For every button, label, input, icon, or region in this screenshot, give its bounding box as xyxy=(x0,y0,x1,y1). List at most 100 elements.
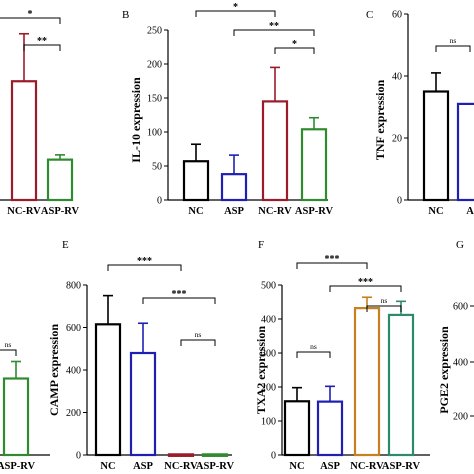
y-tick-label: 600 xyxy=(453,302,468,313)
panel-a: *** NC-RV ASP-RV xyxy=(0,9,79,217)
significance-bracket xyxy=(107,264,182,271)
panel-g: G PGE2 expression 200 400 600 xyxy=(437,239,474,423)
bar xyxy=(261,100,289,202)
bar xyxy=(220,173,248,202)
x-tick-label: NC xyxy=(428,206,443,217)
bar xyxy=(201,453,229,457)
y-tick-label: 50 xyxy=(152,162,162,173)
significance-label: ns xyxy=(310,342,317,351)
panel-e-bars xyxy=(94,294,229,457)
bar xyxy=(316,400,344,457)
significance-label: *** xyxy=(137,256,152,267)
panel-d: ns ASP-RV xyxy=(0,340,50,472)
x-tick-label: ASP-RV xyxy=(196,461,235,472)
y-tick-label: 100 xyxy=(261,417,276,428)
y-tick-label: 200 xyxy=(147,60,162,71)
panel-e-y-ticks: 0 200 400 600 800 xyxy=(66,281,87,462)
y-tick-label: 300 xyxy=(261,349,276,360)
y-tick-label: 500 xyxy=(261,281,276,292)
y-tick-label: 400 xyxy=(453,358,468,369)
y-axis-label: IL-10 expression xyxy=(129,77,143,163)
bar xyxy=(129,351,157,457)
y-tick-label: 200 xyxy=(261,383,276,394)
panel-d-bars xyxy=(2,360,30,457)
x-tick-label: A xyxy=(466,206,474,217)
panel-label: C xyxy=(366,9,373,21)
significance-bracket xyxy=(329,285,402,292)
significance-bracket xyxy=(366,305,402,312)
y-tick-label: 400 xyxy=(66,366,81,377)
panel-f-bars xyxy=(283,296,415,457)
y-tick-label: 200 xyxy=(453,412,468,423)
panel-b-y-ticks: 0 50 100 150 200 250 xyxy=(147,26,168,207)
y-tick-label: 60 xyxy=(392,10,402,21)
y-tick-label: 100 xyxy=(147,128,162,139)
significance-label: ns xyxy=(381,296,388,305)
panel-e: E CAMP expression 0 200 400 600 800 *** *** ns… xyxy=(47,239,234,472)
significance-label: ** xyxy=(269,21,279,32)
y-tick-label: 40 xyxy=(392,72,402,83)
panel-label: G xyxy=(456,239,464,251)
significance-label: * xyxy=(28,9,33,20)
y-tick-label: 20 xyxy=(392,134,402,145)
y-tick-label: 150 xyxy=(147,94,162,105)
significance-bracket xyxy=(435,45,471,52)
y-tick-label: 200 xyxy=(66,408,81,419)
bar xyxy=(283,400,311,457)
x-tick-label: ASP xyxy=(224,206,244,217)
bar xyxy=(182,160,210,202)
panel-f-y-ticks: 0 100 200 300 400 500 xyxy=(261,281,282,462)
x-tick-label: ASP-RV xyxy=(41,206,80,217)
panel-g-y-ticks: 200 400 600 xyxy=(453,302,474,423)
y-tick-label: 400 xyxy=(261,315,276,326)
y-tick-label: 800 xyxy=(66,281,81,292)
significance-label: * xyxy=(233,2,238,13)
x-tick-label: NC xyxy=(188,206,203,217)
bar xyxy=(387,313,415,457)
y-tick-label: 0 xyxy=(157,196,162,207)
x-tick-label: ASP xyxy=(133,461,153,472)
panel-label: B xyxy=(122,9,129,21)
x-tick-label: NC xyxy=(100,461,115,472)
x-tick-label: NC-RV xyxy=(258,206,292,217)
bar xyxy=(422,90,450,202)
x-tick-label: ASP xyxy=(320,461,340,472)
panel-c-y-ticks: 0 20 40 60 xyxy=(392,10,408,207)
y-axis-label: CAMP expression xyxy=(47,324,61,416)
bar xyxy=(353,307,381,457)
y-tick-label: 0 xyxy=(271,451,276,462)
significance-label: ns xyxy=(450,36,457,45)
bar xyxy=(46,158,74,202)
significance-bracket xyxy=(195,10,276,17)
panel-e-significance: *** *** ns xyxy=(107,256,216,346)
panel-label: E xyxy=(62,239,69,251)
significance-bracket xyxy=(23,44,61,51)
y-tick-label: 600 xyxy=(66,323,81,334)
significance-bracket xyxy=(296,262,368,269)
panel-c: C TNF expression 0 20 40 60 ns NC A xyxy=(366,9,474,217)
significance-label: ns xyxy=(195,330,202,339)
significance-label: ** xyxy=(37,36,47,47)
y-axis-label: PGE2 expression xyxy=(437,326,451,414)
y-tick-label: 0 xyxy=(397,196,402,207)
x-tick-label: ASP-RV xyxy=(295,206,334,217)
significance-label: *** xyxy=(172,289,187,300)
significance-label: ns xyxy=(5,340,12,349)
panel-d-significance: ns xyxy=(0,340,17,356)
significance-label: * xyxy=(292,39,297,50)
panel-a-significance: *** xyxy=(0,9,61,51)
bar xyxy=(10,80,38,202)
panel-f-significance: *** ns *** ns xyxy=(296,254,402,358)
y-axis-label: TNF expression xyxy=(373,80,387,161)
bar xyxy=(2,377,30,457)
significance-bracket xyxy=(233,29,315,36)
significance-bracket xyxy=(142,297,216,304)
x-tick-label: ASP-RV xyxy=(382,461,421,472)
significance-bracket xyxy=(0,349,17,356)
panel-label: F xyxy=(258,239,264,251)
significance-bracket xyxy=(274,47,315,54)
x-tick-label: NC xyxy=(289,461,304,472)
panel-f: F TXA2 expression 0 100 200 300 400 500 *** ns… xyxy=(254,239,430,472)
